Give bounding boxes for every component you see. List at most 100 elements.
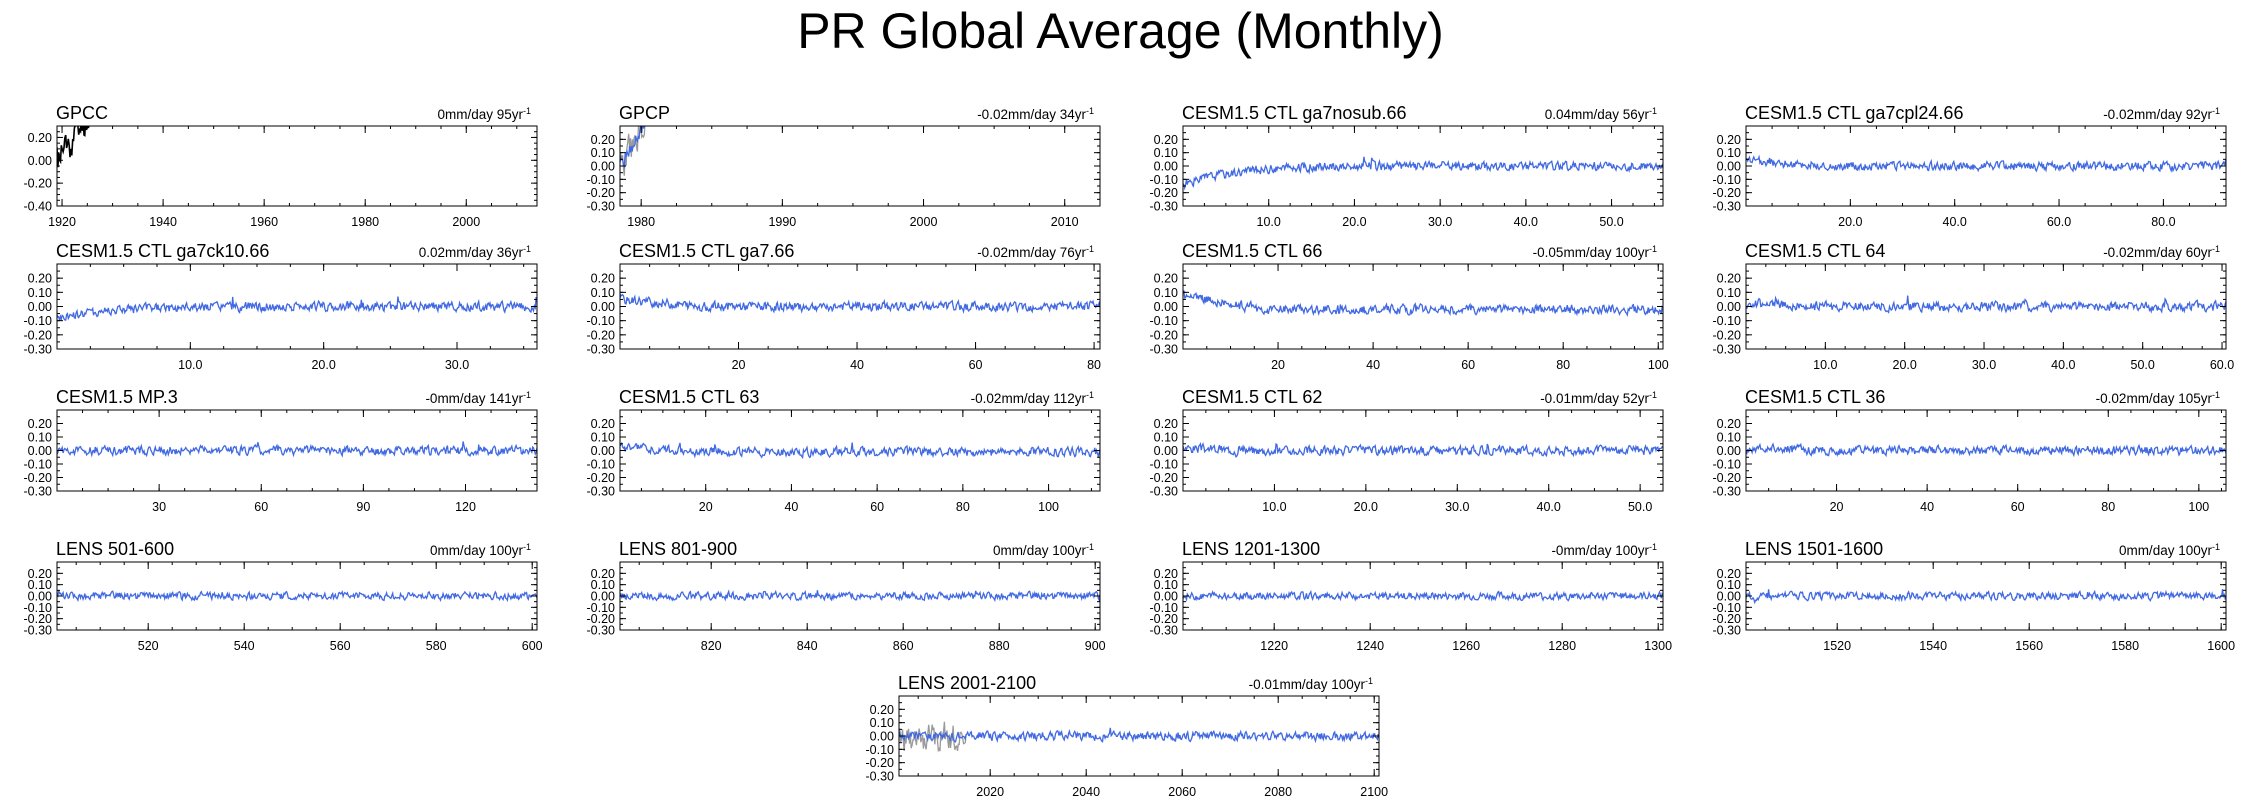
panel-title: CESM1.5 CTL 63 [619,387,759,407]
x-tick-label: 60.0 [2210,358,2234,372]
chart-panel-2: GPCP -0.02mm/day 34yr-10.200.100.00-0.10-… [587,103,1101,229]
x-tick-label: 60.0 [2047,215,2071,229]
y-tick-label: -0.20 [1713,328,1742,342]
x-tick-label: 1540 [1919,639,1947,653]
y-tick-label: 0.00 [1154,300,1178,314]
x-tick-label: 2080 [1264,785,1292,799]
y-tick-label: 0.20 [591,417,615,431]
x-tick-label: 100 [2188,500,2209,514]
y-tick-label: 0.10 [1154,431,1178,445]
x-tick-label: 10.0 [178,358,202,372]
series-line [1183,589,1663,603]
trend-unit-superscript: -1 [1649,244,1657,254]
series-group [57,296,537,322]
y-tick-label: 0.00 [591,590,615,604]
chart-panel-8: CESM1.5 CTL 64 -0.02mm/day 60yr-1 0.200.10… [1713,241,2235,372]
y-tick-label: 0.10 [28,431,52,445]
chart-panel-12: CESM1.5 CTL 36 -0.02mm/day 105yr-1 0.200.1… [1713,387,2227,514]
x-tick-label: 30.0 [445,358,469,372]
panel-trend-label: -0.02mm/day 112yr-1 [971,390,1094,406]
y-tick-label: -0.20 [1713,186,1742,200]
y-tick-label: -0.30 [1713,200,1742,214]
panel-title: LENS 501-600 [56,539,174,559]
x-tick-label: 40 [1920,500,1934,514]
y-tick-label: -0.30 [1150,343,1179,357]
x-tick-label: 60 [2011,500,2025,514]
y-tick-label: 0.20 [28,567,52,581]
panel-trend-label: -0.02mm/day 76yr-1 [977,244,1094,260]
y-tick-label: 0.10 [870,716,894,730]
y-tick-label: -0.10 [24,458,53,472]
series-group [57,441,537,458]
x-tick-label: 20.0 [1354,500,1378,514]
y-tick-label: -0.10 [1713,458,1742,472]
series-group [1183,156,1663,191]
y-tick-label: 0.20 [28,131,52,145]
y-tick-label: -0.20 [24,328,53,342]
y-tick-label: 0.10 [591,146,615,160]
panel-trend-label: 0.02mm/day 36yr-1 [419,244,531,260]
trend-unit-superscript: -1 [2212,542,2220,552]
panel-trend-label: 0mm/day 100yr-1 [2119,542,2220,558]
series-line [1183,442,1663,458]
x-tick-label: 20 [732,358,746,372]
chart-panel-17: LENS 2001-2100 -0.01mm/day 100yr-1 0.200.1… [866,673,1389,799]
x-tick-label: 30.0 [1428,215,1452,229]
series-group [57,126,90,168]
x-tick-label: 20.0 [1342,215,1366,229]
series-line [620,293,1100,315]
panel-trend-label: 0mm/day 95yr-1 [437,106,531,122]
trend-unit-superscript: -1 [523,244,531,254]
y-tick-label: 0.00 [1154,590,1178,604]
x-tick-label: 40.0 [1537,500,1561,514]
y-tick-label: -0.20 [24,471,53,485]
y-tick-label: -0.10 [24,601,53,615]
y-tick-label: -0.10 [1713,173,1742,187]
panel-trend-label: 0.04mm/day 56yr-1 [1545,106,1657,122]
y-tick-label: -0.20 [1150,186,1179,200]
x-tick-label: 1980 [627,215,655,229]
series-line [57,441,537,458]
y-tick-label: -0.20 [24,612,53,626]
series-line [620,589,1100,603]
x-tick-label: 1580 [2111,639,2139,653]
y-tick-label: -0.20 [1713,612,1742,626]
panel-trend-label: -0.01mm/day 52yr-1 [1540,390,1657,406]
y-tick-label: -0.10 [1150,458,1179,472]
x-tick-label: 100 [1648,358,1669,372]
y-tick-label: 0.10 [1717,431,1741,445]
y-tick-label: 0.00 [1717,444,1741,458]
x-tick-label: 1240 [1356,639,1384,653]
y-tick-label: -0.10 [587,173,616,187]
y-tick-label: -0.30 [1150,485,1179,499]
x-tick-label: 1980 [351,215,379,229]
y-tick-label: -0.30 [587,200,616,214]
panel-title: GPCP [619,103,670,123]
y-tick-label: -0.30 [1713,485,1742,499]
y-tick-label: -0.30 [24,624,53,638]
plot-frame [619,125,1101,207]
chart-panel-5: CESM1.5 CTL ga7ck10.66 0.02mm/day 36yr-1 0… [24,241,538,372]
series-group [1746,154,2226,173]
x-tick-label: 2000 [452,215,480,229]
y-tick-label: -0.30 [1150,624,1179,638]
panel-title: LENS 1201-1300 [1182,539,1320,559]
x-tick-label: 1520 [1823,639,1851,653]
x-tick-label: 2040 [1072,785,1100,799]
x-tick-label: 10.0 [1262,500,1286,514]
x-tick-label: 1920 [48,215,76,229]
y-tick-label: -0.10 [1150,314,1179,328]
panel-title: CESM1.5 CTL ga7nosub.66 [1182,103,1406,123]
y-tick-label: 0.00 [28,154,52,168]
chart-panel-4: CESM1.5 CTL ga7cpl24.66 -0.02mm/day 92yr-… [1713,103,2227,229]
panel-trend-label: -0.02mm/day 34yr-1 [977,106,1094,122]
y-tick-label: -0.10 [1713,314,1742,328]
y-tick-label: -0.30 [1150,200,1179,214]
x-tick-label: 30.0 [1445,500,1469,514]
y-tick-label: 0.10 [591,578,615,592]
series-group [1746,295,2226,314]
panel-trend-label: -0.02mm/day 105yr-1 [2096,390,2220,406]
y-tick-label: -0.10 [1150,173,1179,187]
trend-unit-superscript: -1 [1086,106,1094,116]
